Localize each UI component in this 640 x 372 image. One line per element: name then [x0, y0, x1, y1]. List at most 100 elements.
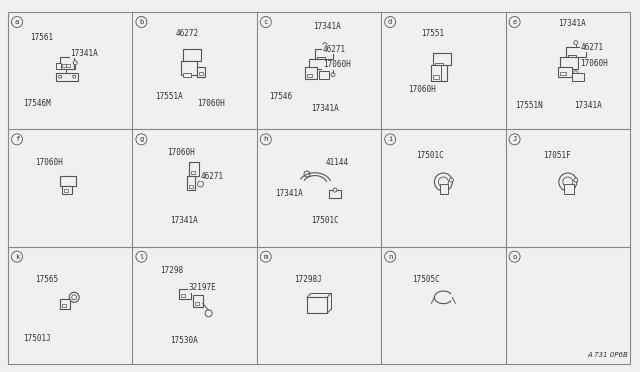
Bar — [60, 176, 76, 186]
Text: o: o — [513, 254, 516, 260]
Bar — [433, 75, 440, 78]
Circle shape — [73, 61, 77, 65]
Circle shape — [136, 16, 147, 28]
Circle shape — [449, 178, 453, 182]
Circle shape — [260, 16, 271, 28]
Text: 17501C: 17501C — [312, 217, 339, 225]
Bar — [187, 61, 195, 67]
Bar — [56, 73, 78, 81]
Circle shape — [385, 134, 396, 145]
Circle shape — [509, 134, 520, 145]
Bar — [560, 72, 566, 75]
Circle shape — [509, 251, 520, 262]
Bar — [189, 162, 198, 176]
Text: m: m — [264, 254, 268, 260]
Text: f: f — [15, 136, 19, 142]
Bar — [309, 59, 325, 69]
Bar — [568, 55, 576, 61]
Bar — [317, 57, 325, 62]
Text: 17546: 17546 — [269, 92, 292, 101]
Text: 46271: 46271 — [580, 43, 604, 52]
Circle shape — [12, 134, 22, 145]
Text: k: k — [15, 254, 19, 260]
Circle shape — [69, 292, 79, 302]
Bar — [319, 71, 329, 78]
Text: 17341A: 17341A — [574, 101, 602, 110]
Text: 17060H: 17060H — [323, 60, 351, 69]
Text: 17551: 17551 — [421, 29, 444, 38]
Circle shape — [559, 173, 577, 191]
Text: 17546M: 17546M — [23, 99, 51, 108]
Text: a: a — [15, 19, 19, 25]
Bar — [435, 62, 444, 67]
Bar — [195, 302, 198, 305]
Text: 17298J: 17298J — [294, 275, 322, 284]
Bar — [193, 295, 203, 307]
Circle shape — [304, 171, 310, 177]
Text: 17051F: 17051F — [543, 151, 571, 160]
Bar — [62, 186, 72, 194]
Text: 17551A: 17551A — [155, 92, 182, 101]
Text: b: b — [140, 19, 143, 25]
Bar — [64, 189, 68, 192]
Text: g: g — [140, 136, 143, 142]
Text: J: J — [513, 136, 516, 142]
Text: 17505C: 17505C — [412, 275, 440, 284]
Text: c: c — [264, 19, 268, 25]
Text: e: e — [513, 19, 516, 25]
Bar — [180, 61, 196, 75]
Bar — [564, 184, 574, 194]
Bar — [566, 46, 586, 57]
Text: 17060H: 17060H — [408, 85, 436, 94]
Circle shape — [205, 310, 212, 317]
Text: 46271: 46271 — [323, 45, 346, 54]
Bar — [60, 299, 70, 310]
Text: 17341A: 17341A — [170, 217, 198, 225]
Bar — [433, 53, 451, 65]
Text: 17341A: 17341A — [313, 22, 340, 31]
Text: 17501J: 17501J — [23, 334, 51, 343]
Circle shape — [323, 43, 327, 46]
Text: 17341A: 17341A — [312, 104, 339, 113]
Text: 41144: 41144 — [325, 158, 348, 167]
Circle shape — [12, 251, 22, 262]
Circle shape — [136, 251, 147, 262]
Bar — [558, 67, 572, 77]
Circle shape — [574, 71, 578, 75]
Circle shape — [574, 178, 578, 182]
Text: 17341A: 17341A — [70, 49, 98, 58]
Circle shape — [198, 181, 204, 187]
Circle shape — [59, 75, 61, 78]
Circle shape — [563, 177, 573, 187]
Circle shape — [260, 251, 271, 262]
Text: A 731 0P6B: A 731 0P6B — [588, 352, 628, 358]
Circle shape — [385, 16, 396, 28]
Bar — [191, 171, 195, 174]
Bar — [179, 289, 191, 299]
Circle shape — [435, 173, 452, 191]
Text: 17060H: 17060H — [35, 158, 63, 167]
Circle shape — [438, 177, 449, 187]
Text: 17341A: 17341A — [275, 189, 303, 198]
Circle shape — [509, 16, 520, 28]
Text: 17060H: 17060H — [167, 148, 195, 157]
Circle shape — [12, 16, 22, 28]
Text: 32197E: 32197E — [188, 283, 216, 292]
Bar — [62, 304, 66, 307]
Bar — [305, 67, 317, 78]
Bar — [198, 72, 203, 75]
Text: 17298: 17298 — [160, 266, 183, 275]
Bar — [307, 297, 327, 313]
Bar — [182, 73, 191, 77]
Circle shape — [73, 75, 76, 78]
Bar — [329, 190, 341, 198]
Bar — [440, 184, 449, 194]
Bar — [196, 67, 205, 77]
Bar — [56, 62, 61, 69]
Circle shape — [333, 188, 337, 192]
Text: 17341A: 17341A — [558, 19, 586, 28]
Text: h: h — [264, 136, 268, 142]
Bar — [62, 64, 66, 67]
Circle shape — [136, 134, 147, 145]
Bar — [180, 294, 184, 297]
